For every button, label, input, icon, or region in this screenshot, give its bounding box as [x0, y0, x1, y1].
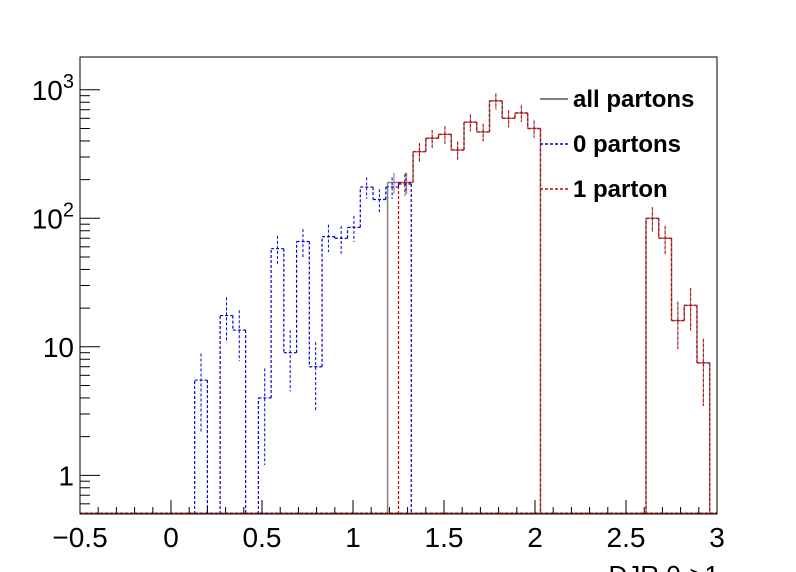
x-tick-label: 3: [709, 522, 725, 553]
series-1-parton: [80, 93, 717, 514]
y-tick-label: 10: [43, 332, 74, 363]
legend-label-0-partons: 0 partons: [573, 131, 681, 158]
legend: all partons 0 partons 1 parton: [540, 86, 694, 203]
legend-label-1-parton: 1 parton: [573, 176, 668, 203]
x-tick-label: 1.5: [425, 522, 464, 553]
x-tick-label: 2: [527, 522, 543, 553]
legend-label-all-partons: all partons: [573, 86, 694, 113]
x-axis-title: DJR 0->1: [608, 560, 719, 572]
y-tick-exponent: 2: [63, 199, 74, 221]
series-layer: [80, 93, 717, 514]
y-tick-exponent: 3: [63, 71, 74, 93]
y-tick-label: 1: [58, 460, 74, 491]
x-tick-label: −0.5: [52, 522, 107, 553]
x-tick-label: 2.5: [607, 522, 646, 553]
x-tick-label: 1: [345, 522, 361, 553]
x-tick-label: 0: [163, 522, 179, 553]
x-tick-label: 0.5: [243, 522, 282, 553]
